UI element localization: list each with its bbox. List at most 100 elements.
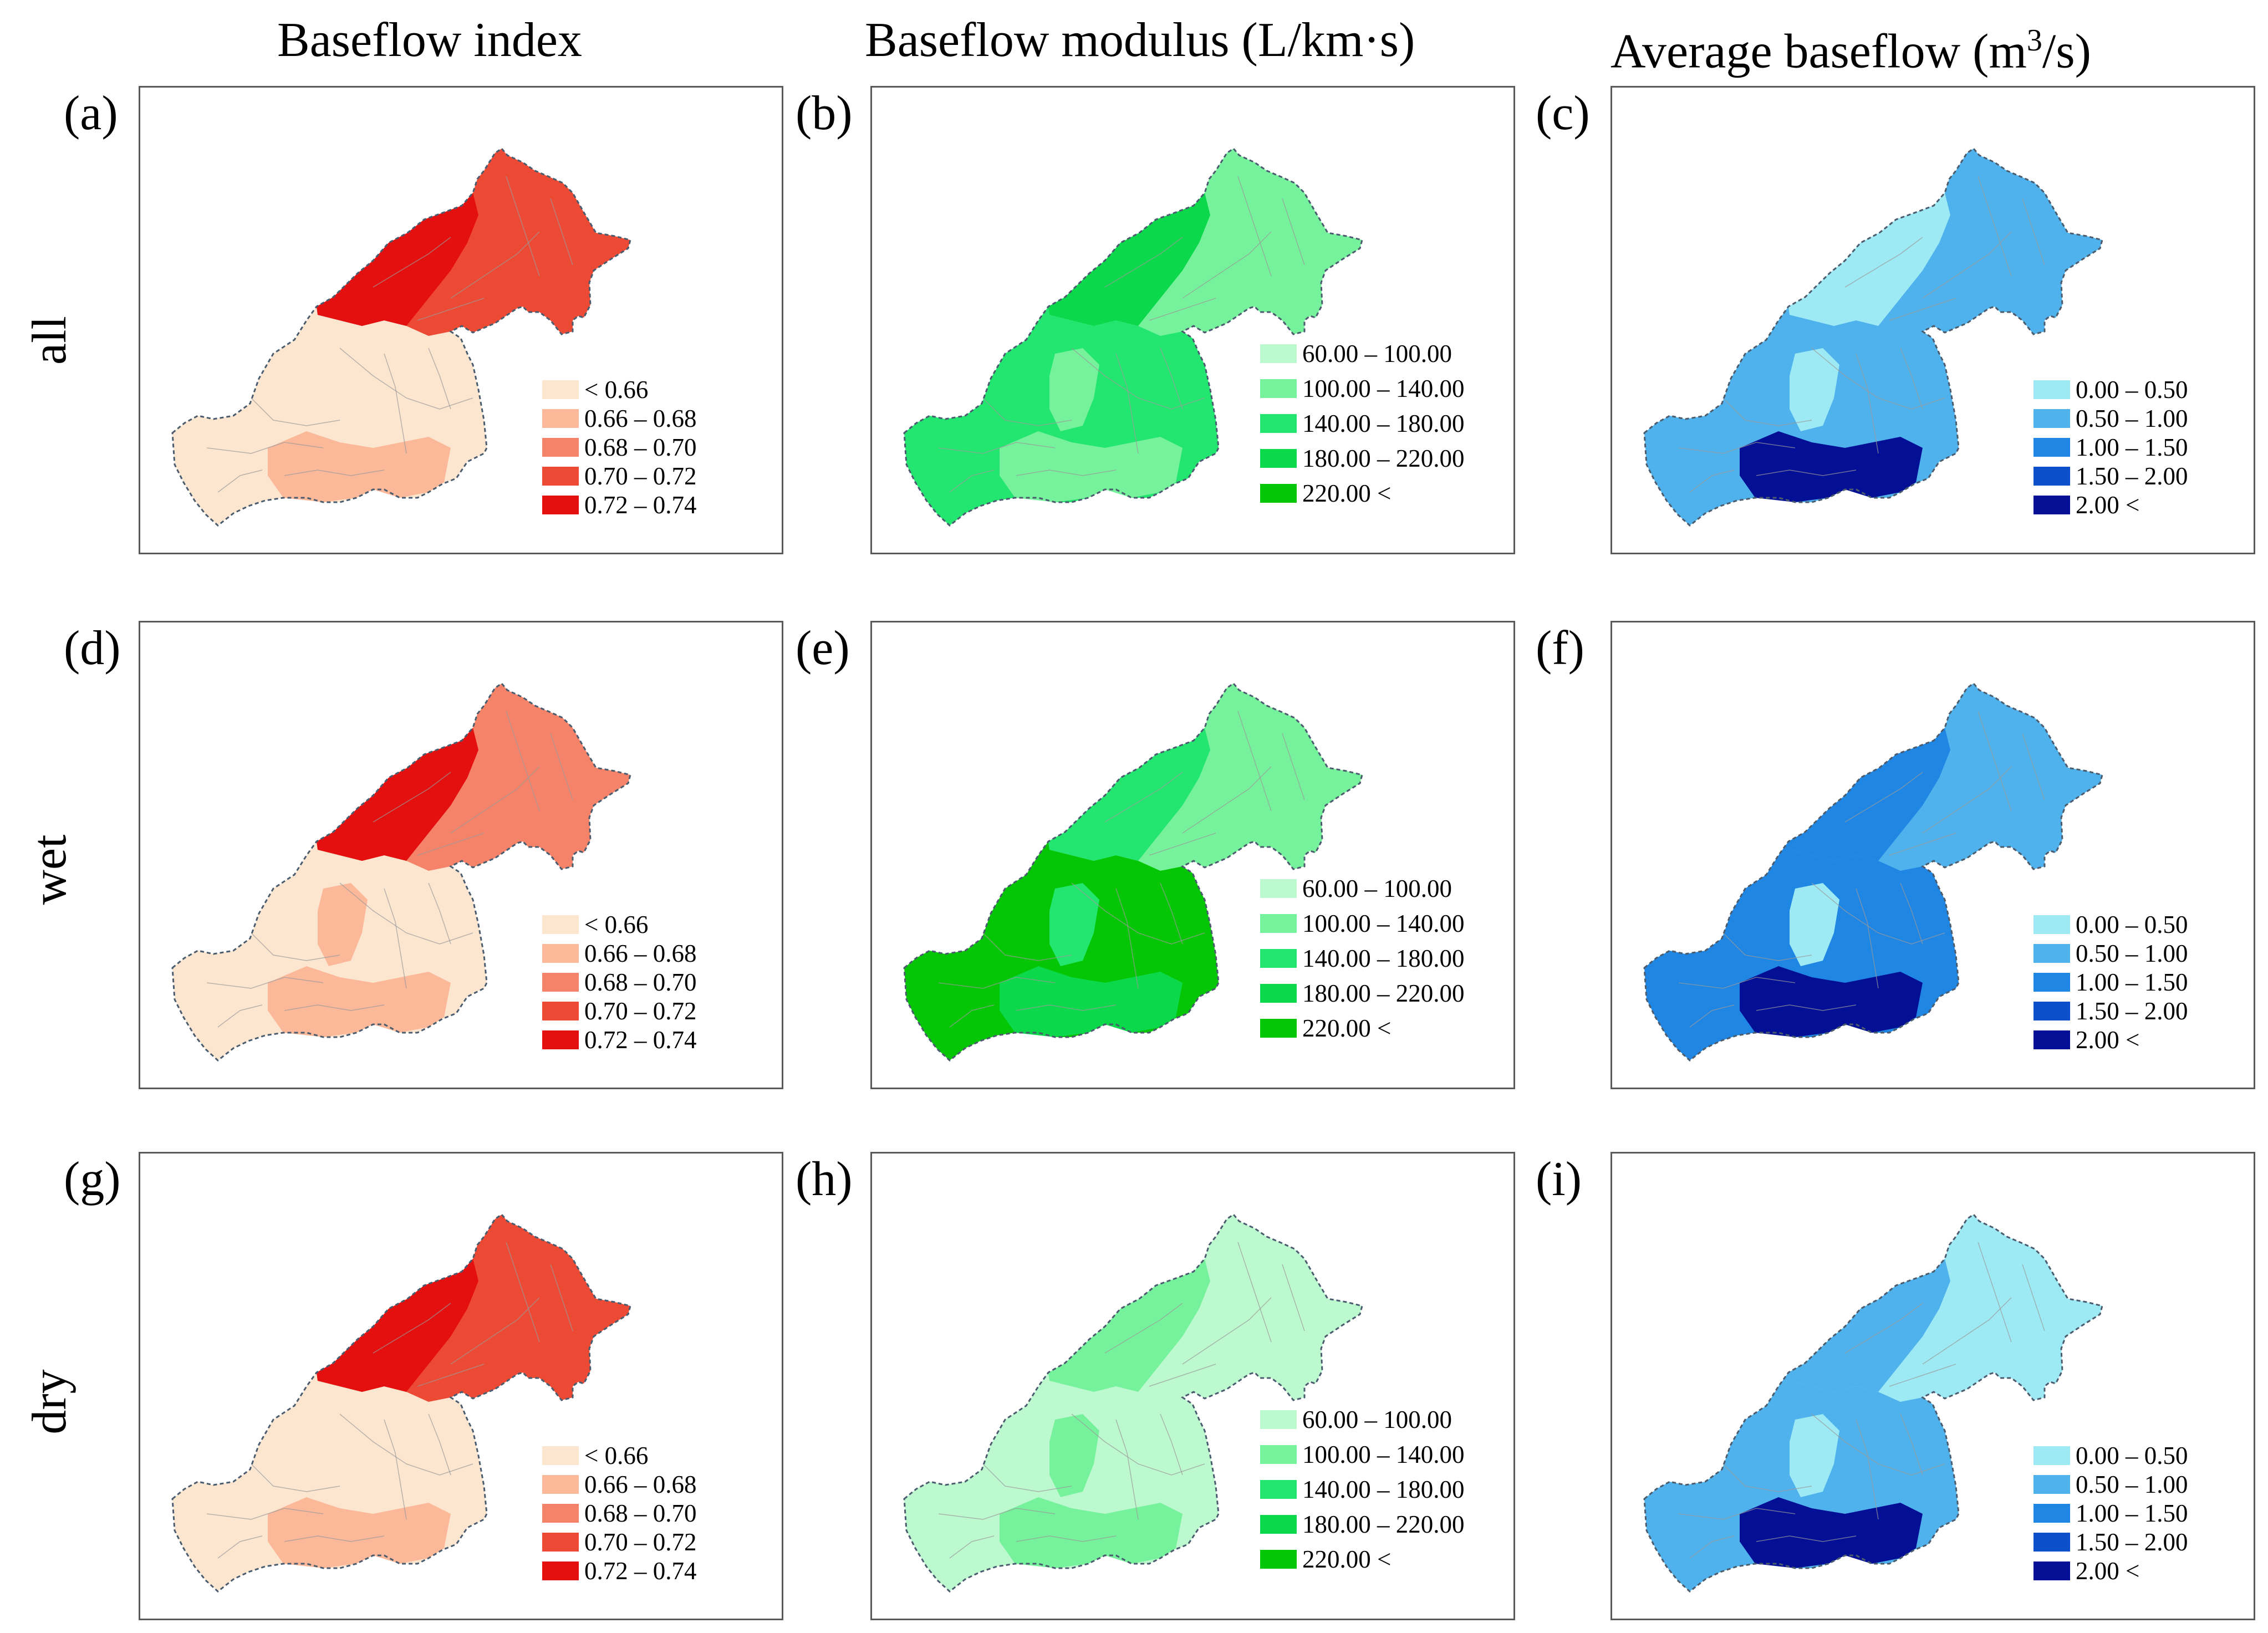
- sub-basin-boundary: [428, 1413, 451, 1476]
- south-accent-region: [268, 966, 451, 1037]
- legend-swatch: [2033, 1030, 2070, 1049]
- basin-map: [1643, 682, 2103, 1062]
- legend-label: 0.68 – 0.70: [584, 968, 697, 996]
- sub-basin-boundary: [1844, 772, 1923, 823]
- legend-swatch: [1260, 1550, 1297, 1569]
- legend-swatch: [542, 1475, 579, 1494]
- sub-basin-boundary: [1016, 1535, 1117, 1542]
- legend-label: 0.72 – 0.74: [584, 1557, 697, 1585]
- sub-basin-boundary: [1889, 833, 1956, 856]
- map-panel-all-bfi: < 0.66 0.66 – 0.68 0.68 – 0.70 0.70 – 0.72 0…: [139, 86, 783, 554]
- sub-basin-boundary: [206, 1508, 324, 1520]
- sub-basin-boundary: [1160, 882, 1183, 945]
- sub-basin-boundary: [506, 1242, 540, 1343]
- legend-label: 2.00 <: [2076, 1026, 2140, 1054]
- sub-basin-boundary: [1678, 977, 1796, 989]
- legend-label: 0.70 – 0.72: [584, 997, 697, 1025]
- panel-letter-wet-modulus: (e): [796, 621, 850, 675]
- sub-basin-boundary: [284, 1535, 385, 1542]
- basin-map: [903, 147, 1363, 527]
- sub-basin-boundary: [2022, 1264, 2045, 1331]
- legend-label: 0.00 – 0.50: [2076, 376, 2188, 404]
- sub-basin-boundary: [1016, 1004, 1117, 1011]
- legend-label: 140.00 – 180.00: [1302, 410, 1465, 437]
- sub-basin-boundary: [1978, 1242, 2012, 1343]
- sub-basin-boundary: [982, 932, 1072, 961]
- sub-basin-boundary: [506, 176, 540, 277]
- sub-basin-boundary: [1844, 1303, 1923, 1354]
- sub-basin-boundary: [1889, 298, 1956, 321]
- sub-basin-boundary: [1282, 733, 1305, 800]
- sub-basin-boundary: [1016, 470, 1117, 476]
- legend-label: 1.00 – 1.50: [2076, 1499, 2188, 1527]
- legend-label: 60.00 – 100.00: [1302, 1406, 1452, 1433]
- basin-map: [1643, 1213, 2103, 1593]
- map-panel-dry-average: 0.00 – 0.50 0.50 – 1.00 1.00 – 1.50 1.50 – …: [1610, 1152, 2255, 1620]
- sub-basin-boundary: [1756, 1535, 1857, 1542]
- north-accent-region: [1788, 1259, 1950, 1392]
- legend-label: 0.50 – 1.00: [2076, 405, 2188, 432]
- legend-label: 1.50 – 2.00: [2076, 1528, 2188, 1556]
- sub-basin-boundary: [550, 1264, 573, 1331]
- sub-basin-boundary: [1900, 1413, 1923, 1476]
- basin-outline: [171, 147, 631, 527]
- legend-label: 0.00 – 0.50: [2076, 911, 2188, 938]
- basin-map: [171, 1213, 631, 1593]
- map-panel-all-modulus: 60.00 – 100.00 100.00 – 140.00 140.00 – 18…: [870, 86, 1515, 554]
- sub-basin-boundary: [1115, 1419, 1139, 1520]
- legend-swatch: [1260, 914, 1297, 933]
- north-accent-region: [1788, 728, 1950, 861]
- legend-swatch: [2033, 944, 2070, 963]
- sub-basin-boundary: [1237, 176, 1272, 277]
- sub-basin-boundary: [284, 1004, 385, 1011]
- sub-basin-boundary: [373, 772, 451, 823]
- sub-basin-boundary: [1900, 882, 1923, 945]
- sub-basin-boundary: [1900, 348, 1923, 410]
- sub-basin-boundary: [938, 977, 1056, 989]
- sub-basin-boundary: [1978, 176, 2012, 277]
- sub-basin-boundary: [1104, 1303, 1183, 1354]
- panel-letter-all-average: (c): [1536, 86, 1590, 140]
- legend-label: 0.50 – 1.00: [2076, 1471, 2188, 1498]
- sub-basin-boundary: [1978, 711, 2012, 812]
- legend-swatch: [2033, 973, 2070, 992]
- sub-basin-boundary: [428, 882, 451, 945]
- legend-label: 0.66 – 0.68: [584, 940, 697, 967]
- legend-swatch: [2033, 1446, 2070, 1465]
- north-accent-region: [1048, 728, 1210, 861]
- legend-label: < 0.66: [584, 911, 649, 938]
- legend-label: 0.68 – 0.70: [584, 1499, 697, 1527]
- legend-label: 0.68 – 0.70: [584, 433, 697, 461]
- legend-label: 0.70 – 0.72: [584, 1528, 697, 1556]
- basin-outline: [1643, 147, 2103, 527]
- basin-map: [171, 682, 631, 1062]
- mid-region: [1790, 883, 1839, 966]
- sub-basin-boundary: [1149, 1364, 1216, 1387]
- legend-swatch: [2033, 915, 2070, 934]
- sub-basin-boundary: [2022, 198, 2045, 266]
- column-title-bfi: Baseflow index: [277, 13, 582, 67]
- map-panel-dry-modulus: 60.00 – 100.00 100.00 – 140.00 140.00 – 18…: [870, 1152, 1515, 1620]
- sub-basin-boundary: [982, 1463, 1072, 1492]
- sub-basin-boundary: [1689, 1535, 1735, 1559]
- south-accent-region: [1000, 1497, 1183, 1568]
- mid-region: [1049, 1414, 1099, 1497]
- sub-basin-boundary: [1071, 882, 1205, 945]
- legend-label: 180.00 – 220.00: [1302, 979, 1465, 1007]
- legend-label: 60.00 – 100.00: [1302, 875, 1452, 902]
- legend-label: 2.00 <: [2076, 1557, 2140, 1585]
- legend-label: 220.00 <: [1302, 1545, 1392, 1573]
- north-accent-region: [317, 193, 478, 326]
- map-panel-dry-bfi: < 0.66 0.66 – 0.68 0.68 – 0.70 0.70 – 0.72 0…: [139, 1152, 783, 1620]
- sub-basin-boundary: [373, 237, 451, 288]
- sub-basin-boundary: [1149, 833, 1216, 856]
- legend-swatch: [542, 380, 579, 399]
- basin-map: [171, 147, 631, 527]
- map-panel-wet-average: 0.00 – 0.50 0.50 – 1.00 1.00 – 1.50 1.50 – …: [1610, 621, 2255, 1089]
- legend-swatch: [2033, 496, 2070, 514]
- sub-basin-boundary: [1678, 1508, 1796, 1520]
- legend-label: 140.00 – 180.00: [1302, 1476, 1465, 1503]
- sub-basin-boundary: [217, 1004, 263, 1028]
- legend-swatch: [1260, 984, 1297, 1003]
- sub-basin-boundary: [949, 470, 995, 493]
